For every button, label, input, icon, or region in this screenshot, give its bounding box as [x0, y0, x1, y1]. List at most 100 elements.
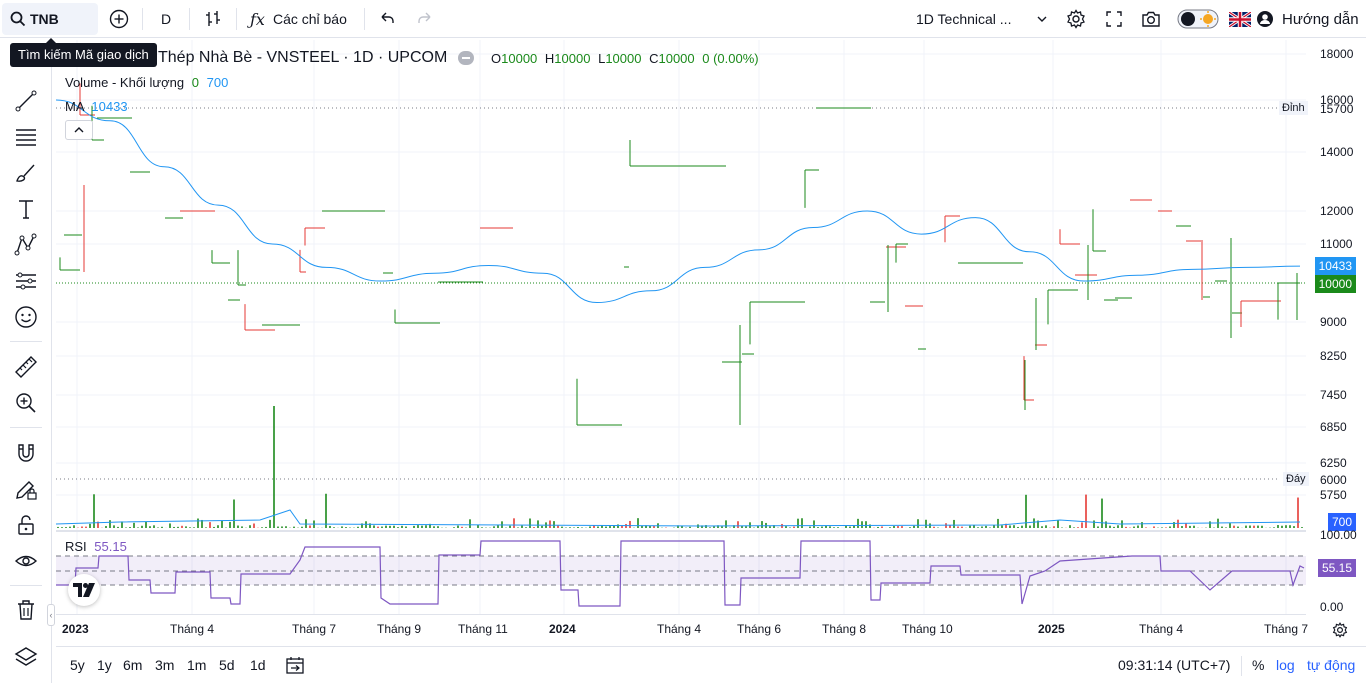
toolbar-collapse-handle[interactable]: ‹ [47, 604, 55, 626]
volume-bar [1113, 526, 1115, 528]
date-range-button[interactable] [285, 655, 305, 675]
time-tick-label: Tháng 7 [292, 622, 337, 636]
interval-button[interactable]: D [160, 11, 172, 27]
volume-bar [1045, 525, 1047, 528]
brush-tool[interactable] [12, 159, 40, 187]
trend-line-tool[interactable] [12, 87, 40, 115]
volume-label: Volume - Khối lượng [65, 75, 185, 90]
redo-button[interactable] [412, 5, 438, 33]
rsi-legend[interactable]: RSI 55.15 [65, 539, 127, 554]
volume-bar [605, 526, 607, 528]
volume-bar [381, 526, 383, 528]
range-button-1y[interactable]: 1y [97, 657, 112, 673]
volume-bar [437, 526, 439, 528]
volume-bar [889, 527, 891, 528]
volume-legend[interactable]: Volume - Khối lượng 0 700 [65, 75, 228, 90]
volume-bar [837, 527, 839, 528]
legend-collapse-button[interactable] [65, 120, 93, 140]
range-button-6m[interactable]: 6m [123, 657, 143, 673]
undo-button[interactable] [374, 5, 400, 33]
theme-toggle[interactable] [1177, 5, 1219, 33]
volume-bar [1173, 522, 1175, 528]
volume-bar [373, 525, 375, 528]
clock[interactable]: 09:31:14 (UTC+7) [1118, 657, 1231, 673]
icon-tool[interactable] [12, 303, 40, 331]
layers-icon [14, 647, 38, 666]
volume-bar [221, 520, 223, 528]
fib-tool[interactable] [12, 123, 40, 151]
range-button-1m[interactable]: 1m [187, 657, 207, 673]
volume-bar [1053, 526, 1055, 528]
range-button-5y[interactable]: 5y [70, 657, 85, 673]
unlock-icon [18, 515, 34, 535]
volume-bar [705, 525, 707, 528]
object-tree-tool[interactable] [12, 643, 40, 671]
range-button-5d[interactable]: 5d [219, 657, 235, 673]
hide-drawings-tool[interactable] [12, 547, 40, 575]
volume-bar [109, 520, 111, 528]
chart-type-button[interactable] [200, 5, 226, 33]
language-button[interactable] [1228, 5, 1252, 33]
symbol-title[interactable]: Thép Nhà Bè - VNSTEEL · 1D · UPCOM [158, 49, 448, 66]
screenshot-button[interactable] [1137, 5, 1165, 33]
tradingview-logo[interactable] [68, 574, 100, 606]
fullscreen-button[interactable] [1100, 5, 1128, 33]
volume-bar [909, 527, 911, 528]
volume-bar [717, 525, 719, 528]
legend-menu-button[interactable] [458, 51, 474, 65]
volume-bar [761, 521, 763, 528]
volume-bar [237, 525, 239, 528]
symbol-search-button[interactable]: TNB [2, 3, 98, 35]
smiley-icon [15, 306, 37, 328]
layout-selector[interactable]: 1D Technical ... [916, 5, 1048, 33]
range-button-3m[interactable]: 3m [155, 657, 175, 673]
volume-bar [1165, 527, 1167, 528]
compare-symbol-button[interactable] [106, 5, 132, 33]
volume-bar [1141, 522, 1143, 528]
volume-value-1: 0 [191, 75, 199, 90]
volume-bar [241, 526, 243, 528]
volume-bar [217, 525, 219, 528]
help-label: Hướng dẫn [1282, 10, 1359, 28]
text-tool[interactable] [12, 195, 40, 223]
volume-bar [865, 521, 867, 528]
magnet-tool[interactable] [12, 439, 40, 467]
indicators-button[interactable]: ƒx Các chỉ báo [250, 5, 354, 33]
volume-bar [477, 525, 479, 528]
measure-tool[interactable] [12, 353, 40, 381]
time-tick-label: 2023 [62, 622, 89, 636]
ma-legend[interactable]: MA 10433 [65, 99, 128, 114]
volume-bar [253, 523, 255, 528]
volume-bar [201, 519, 203, 528]
volume-bar [1105, 521, 1107, 528]
ohlc-bars [59, 83, 1300, 426]
percent-toggle[interactable]: % [1252, 657, 1265, 673]
volume-bar [389, 525, 391, 528]
zoom-tool[interactable] [12, 389, 40, 417]
remove-drawings-tool[interactable] [12, 596, 40, 624]
volume-bar [901, 526, 903, 528]
help-button[interactable]: Hướng dẫn [1256, 5, 1362, 33]
volume-bar [601, 525, 603, 528]
prediction-tool[interactable] [12, 267, 40, 295]
settings-button[interactable] [1062, 5, 1090, 33]
volume-ma-line [55, 509, 1301, 527]
range-button-1d[interactable]: 1d [250, 657, 266, 673]
price-tick-label: 18000 [1320, 47, 1354, 61]
volume-bar [125, 527, 127, 528]
volume-bar [713, 526, 715, 528]
volume-bar [1109, 525, 1111, 528]
time-tick-label: Tháng 4 [1139, 622, 1184, 636]
log-toggle[interactable]: log [1276, 657, 1295, 673]
lock-all-tool[interactable] [12, 511, 40, 539]
auto-toggle[interactable]: tự động [1307, 657, 1356, 673]
axis-settings-button[interactable] [1332, 622, 1350, 640]
lock-drawing-tool[interactable] [12, 475, 40, 503]
volume-bar [701, 525, 703, 528]
open-key: O [491, 51, 502, 66]
pane-separator[interactable] [56, 530, 1306, 532]
rsi-tag: 55.15 [1317, 559, 1356, 577]
pattern-tool[interactable] [12, 231, 40, 259]
volume-bar [925, 519, 927, 528]
